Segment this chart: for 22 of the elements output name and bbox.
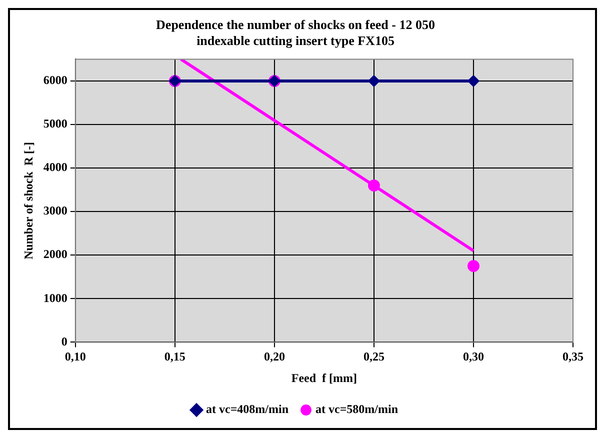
y-tick-label: 1000 [43, 290, 68, 305]
x-tick-label: 0,10 [64, 349, 86, 364]
point [468, 75, 479, 86]
point [368, 75, 380, 86]
x-tick-label: 0,20 [264, 349, 285, 364]
y-axis-title: Number of shock R [-] [21, 142, 36, 260]
y-tick-label: 0 [61, 334, 68, 348]
legend-label: at vc=408m/min [206, 402, 289, 416]
x-tick-label: 0,35 [562, 349, 584, 364]
x-axis-title: Feed f [mm] [291, 370, 358, 385]
y-tick-label: 2000 [43, 247, 68, 262]
y-tick-label: 6000 [43, 73, 68, 88]
point [467, 260, 480, 272]
chart-title: Dependence the number of shocks on feed - 12 050 indexable cutting insert type FX105 [156, 17, 435, 48]
x-tick-label: 0,25 [363, 349, 384, 364]
x-tick-label: 0,15 [164, 349, 186, 364]
point [368, 179, 380, 192]
x-tick-label: 0,30 [462, 349, 484, 364]
y-tick-label: 3000 [43, 204, 68, 218]
legend-label: at vc=580m/min [316, 402, 398, 416]
y-tick-label: 4000 [43, 160, 68, 174]
y-tick-label: 5000 [43, 116, 68, 131]
